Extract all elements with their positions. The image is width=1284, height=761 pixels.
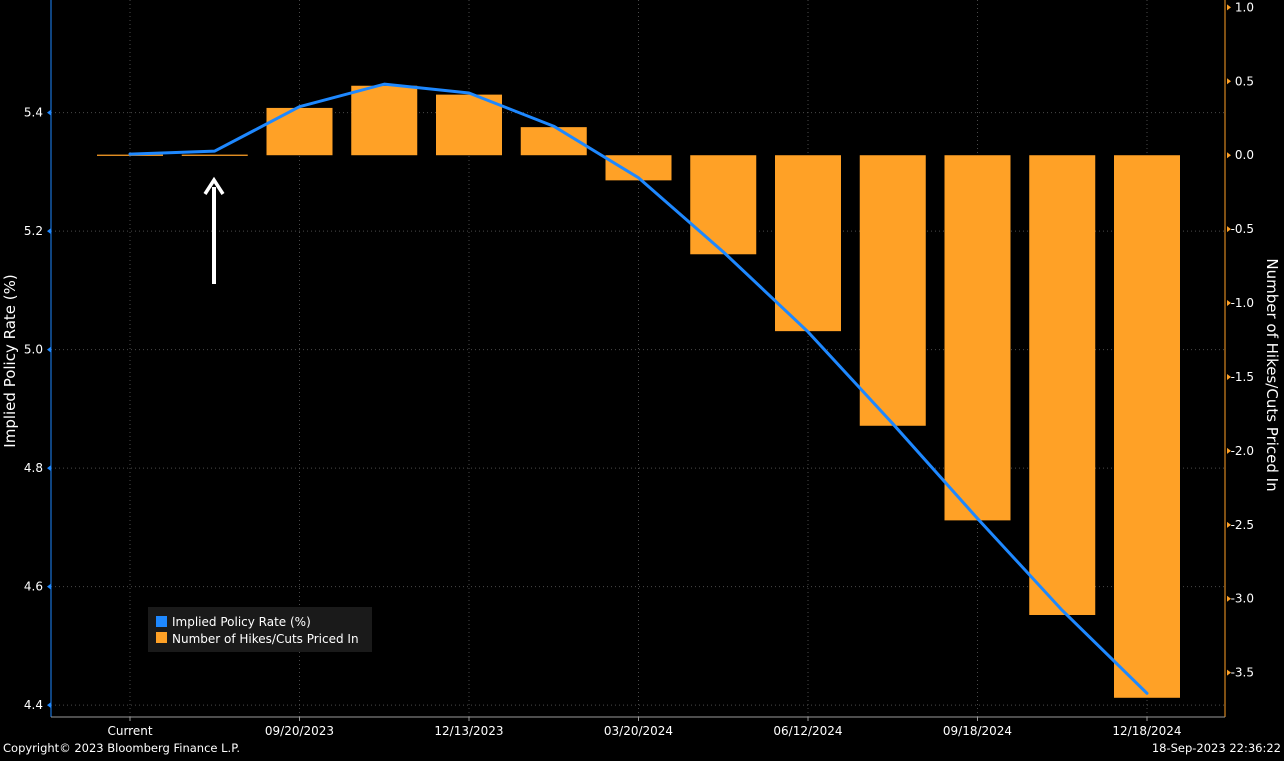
legend-box bbox=[148, 607, 372, 652]
x-tick-label: 12/13/2023 bbox=[434, 724, 503, 738]
left-tick-label: 4.6 bbox=[24, 580, 43, 594]
left-tick-mark bbox=[47, 583, 51, 590]
legend-label-bar: Number of Hikes/Cuts Priced In bbox=[172, 632, 359, 646]
right-tick-label: -1.5 bbox=[1231, 370, 1254, 384]
right-tick-label: -2.0 bbox=[1231, 444, 1254, 458]
bars-layer bbox=[97, 85, 1180, 698]
legend-swatch-bar bbox=[156, 632, 167, 643]
left-tick-label: 5.2 bbox=[24, 224, 43, 238]
left-tick-mark bbox=[47, 465, 51, 472]
right-tick-mark bbox=[1227, 447, 1231, 454]
left-tick-label: 4.4 bbox=[24, 698, 43, 712]
right-tick-label: -0.5 bbox=[1231, 222, 1254, 236]
left-tick-label: 5.4 bbox=[24, 106, 43, 120]
timestamp-text: 18-Sep-2023 22:36:22 bbox=[1152, 741, 1281, 755]
right-tick-label: 1.0 bbox=[1235, 0, 1254, 14]
bar bbox=[944, 155, 1011, 521]
bar bbox=[436, 94, 502, 156]
right-axis-title: Number of Hikes/Cuts Priced In bbox=[1263, 258, 1281, 491]
right-tick-mark bbox=[1227, 595, 1231, 602]
legend-swatch-line bbox=[156, 616, 167, 627]
right-tick-mark bbox=[1227, 152, 1231, 159]
left-tick-mark bbox=[47, 109, 51, 116]
bar bbox=[1029, 155, 1096, 615]
right-tick-label: -1.0 bbox=[1231, 296, 1254, 310]
bar bbox=[690, 155, 757, 255]
ticks-layer: 4.4 4.6 4.8 5.0 5.2 5.4 1.0 0.5 0.0 -0.5 -1.0 -1.5 -… bbox=[24, 0, 1254, 738]
bar bbox=[266, 107, 333, 156]
right-tick-mark bbox=[1227, 78, 1231, 85]
right-tick-mark bbox=[1227, 669, 1231, 676]
series-line bbox=[128, 82, 1149, 695]
x-tick-label: 09/18/2024 bbox=[943, 724, 1012, 738]
left-tick-label: 5.0 bbox=[24, 343, 43, 357]
right-tick-label: -3.0 bbox=[1231, 592, 1254, 606]
right-tick-label: 0.5 bbox=[1235, 74, 1254, 88]
bar bbox=[775, 155, 841, 332]
right-tick-mark bbox=[1227, 226, 1231, 233]
right-tick-label: -2.5 bbox=[1231, 518, 1254, 532]
bar bbox=[1114, 155, 1180, 698]
left-tick-mark bbox=[47, 702, 51, 709]
x-tick-label: 12/18/2024 bbox=[1112, 724, 1181, 738]
line-layer bbox=[128, 82, 1149, 695]
annotation-arrow bbox=[203, 176, 225, 284]
legend: Implied Policy Rate (%) Number of Hikes/… bbox=[148, 607, 372, 652]
right-tick-label: -3.5 bbox=[1231, 666, 1254, 680]
left-tick-label: 4.8 bbox=[24, 461, 43, 475]
legend-label-line: Implied Policy Rate (%) bbox=[172, 615, 311, 629]
x-tick-label: 03/20/2024 bbox=[604, 724, 673, 738]
right-tick-label: 0.0 bbox=[1235, 148, 1254, 162]
left-tick-mark bbox=[47, 346, 51, 353]
bar bbox=[859, 155, 926, 426]
x-tick-label: 09/20/2023 bbox=[265, 724, 334, 738]
bar bbox=[351, 85, 418, 156]
left-axis-title: Implied Policy Rate (%) bbox=[1, 274, 19, 447]
left-tick-mark bbox=[47, 228, 51, 235]
x-tick-label: Current bbox=[107, 724, 152, 738]
right-tick-mark bbox=[1227, 521, 1231, 528]
right-tick-mark bbox=[1227, 373, 1231, 380]
right-tick-mark bbox=[1227, 300, 1231, 307]
right-tick-mark bbox=[1227, 4, 1231, 11]
x-tick-label: 06/12/2024 bbox=[773, 724, 842, 738]
copyright-text: Copyright© 2023 Bloomberg Finance L.P. bbox=[3, 741, 240, 755]
